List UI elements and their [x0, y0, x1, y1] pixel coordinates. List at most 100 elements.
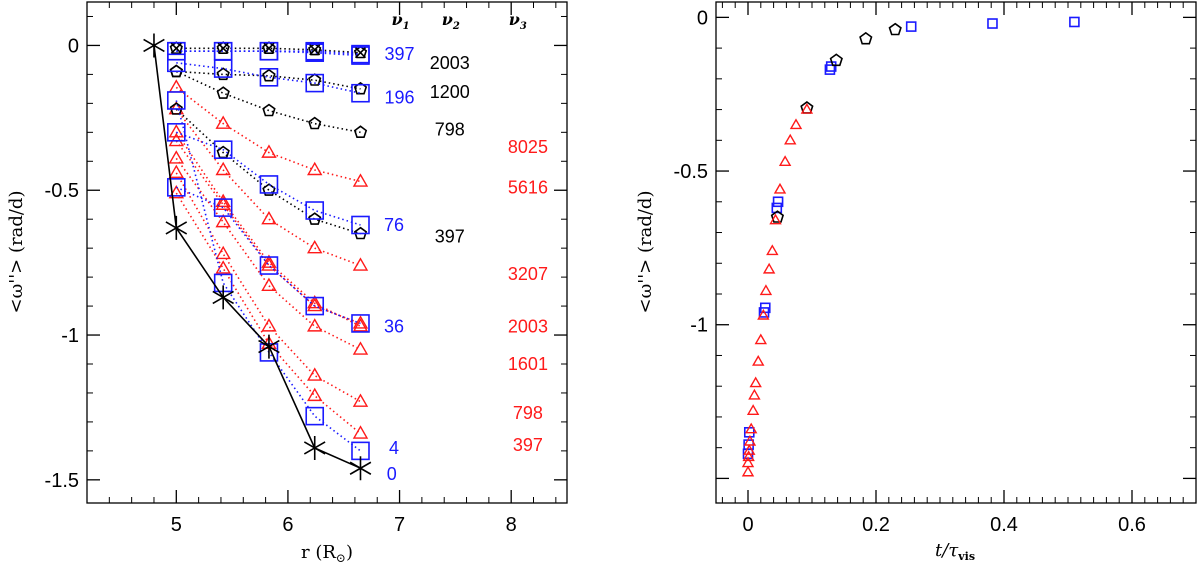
blue-series-line-1 [176, 62, 361, 94]
red-triangle-marker [168, 164, 185, 179]
blue-square-point [772, 196, 784, 208]
left-panel: 3971967636402003120079839780255616320720… [6, 1, 568, 565]
black-pentagon-marker [353, 81, 368, 95]
black-pentagon-marker [353, 226, 368, 240]
blue-square-marker [305, 201, 325, 220]
black-pentagon-marker [216, 67, 230, 81]
series-label-blue: 36 [384, 316, 404, 336]
red-triangle-marker [307, 318, 323, 332]
red-triangle-marker [352, 318, 369, 332]
series-label-red: 1601 [508, 354, 548, 374]
red-triangle-point [746, 404, 760, 415]
x-tick-label: 5 [171, 514, 182, 536]
column-header-symbol: ν [442, 10, 453, 29]
red-triangle-marker [307, 297, 323, 312]
red-triangle-marker [215, 213, 231, 228]
x-tick-label: 0.4 [990, 514, 1018, 536]
black-cross-marker [263, 42, 275, 54]
column-header-symbol: ν [509, 10, 520, 29]
red-triangle-point [748, 388, 761, 400]
black-pentagon-marker [308, 42, 322, 56]
red-series-line-2 [175, 131, 361, 328]
red-triangle-point [757, 308, 770, 320]
x-tick-label: 0 [742, 514, 753, 536]
envelope-asterisk-marker [303, 435, 326, 460]
black-pentagon-point [770, 210, 785, 223]
red-triangle-marker [261, 211, 277, 225]
red-triangle-marker [352, 257, 369, 271]
column-header-symbol: ν [392, 10, 403, 29]
column-header-nu-1: ν1 [392, 10, 410, 32]
series-label-black: 2003 [430, 53, 470, 73]
blue-square-marker [259, 256, 279, 275]
blue-square-marker [305, 406, 325, 426]
red-triangle-point [759, 284, 773, 296]
left-x-axis-label: r (R⊙) [301, 542, 353, 565]
blue-square-marker [259, 175, 279, 194]
black-pentagon-point [859, 31, 873, 45]
column-header-nu-3: ν3 [509, 10, 527, 32]
red-triangle-marker [307, 367, 323, 381]
red-series-line-0 [175, 86, 361, 183]
blue-square-marker [305, 41, 325, 61]
left-series-layer [167, 41, 370, 461]
x-tick-label: 0.6 [1118, 514, 1146, 536]
black-pentagon-marker [262, 103, 276, 117]
red-triangle-marker [352, 173, 369, 187]
envelope-asterisk-marker [349, 456, 372, 481]
series-label-red: 2003 [508, 316, 548, 336]
series-label-blue: 76 [384, 215, 404, 235]
blue-square-marker [167, 178, 186, 197]
blue-square-point [824, 64, 836, 75]
x-tick-label: 0.2 [862, 514, 890, 536]
right-plot-frame [715, 1, 1197, 504]
blue-square-marker [305, 296, 325, 316]
blue-series-line-3 [175, 186, 361, 325]
blue-square-marker [167, 53, 186, 73]
red-triangle-marker [168, 184, 185, 199]
envelope-asterisk-marker [212, 285, 234, 310]
series-label-blue: 397 [385, 44, 415, 64]
blue-square-point [905, 21, 917, 32]
envelope-asterisk-marker [165, 215, 188, 240]
series-label-red: 798 [513, 403, 543, 423]
y-tick-label: -0.5 [45, 180, 79, 202]
red-triangle-point [742, 450, 755, 462]
red-triangle-point [789, 118, 803, 130]
red-triangle-marker [168, 132, 185, 147]
series-label-red: 8025 [508, 137, 548, 157]
red-triangle-marker [261, 318, 277, 332]
right-y-axis-label: <ω''> (rad/d) [635, 191, 656, 314]
red-triangle-marker [215, 245, 231, 260]
blue-square-marker [167, 91, 186, 110]
blue-square-marker [167, 41, 186, 61]
red-triangle-marker [261, 254, 277, 268]
black-pentagon-marker [308, 73, 322, 86]
red-triangle-point [743, 444, 756, 455]
black-cross-marker [309, 44, 321, 56]
red-triangle-marker [261, 257, 277, 271]
black-pentagon-marker [308, 116, 322, 130]
black-series-line-1 [176, 70, 361, 90]
red-triangle-marker [168, 124, 185, 138]
red-triangle-point [749, 376, 762, 388]
red-triangle-marker [261, 277, 277, 292]
red-triangle-point [778, 155, 792, 167]
black-pentagon-marker [262, 68, 276, 82]
left-annotation-layer: 397 196 76 36 4 0 2003 1200 798 397 8025 5616 3207 20… [384, 44, 548, 484]
red-triangle-marker [307, 294, 323, 309]
red-series-line-4 [175, 172, 361, 403]
black-cross-marker [170, 42, 182, 54]
red-triangle-marker [168, 150, 185, 164]
x-tick-label: 8 [506, 514, 517, 536]
blue-square-marker [213, 140, 233, 159]
black-pentagon-point [888, 22, 902, 36]
red-triangle-marker [307, 239, 323, 254]
x-tick-label: 6 [282, 514, 293, 536]
series-label-blue: 196 [385, 88, 415, 108]
black-series-line-3 [175, 108, 361, 235]
red-triangle-marker [215, 196, 231, 210]
left-column-headers: ν1 ν2 ν3 [392, 10, 527, 32]
black-cross-marker [354, 47, 367, 59]
red-triangle-marker [352, 425, 369, 439]
